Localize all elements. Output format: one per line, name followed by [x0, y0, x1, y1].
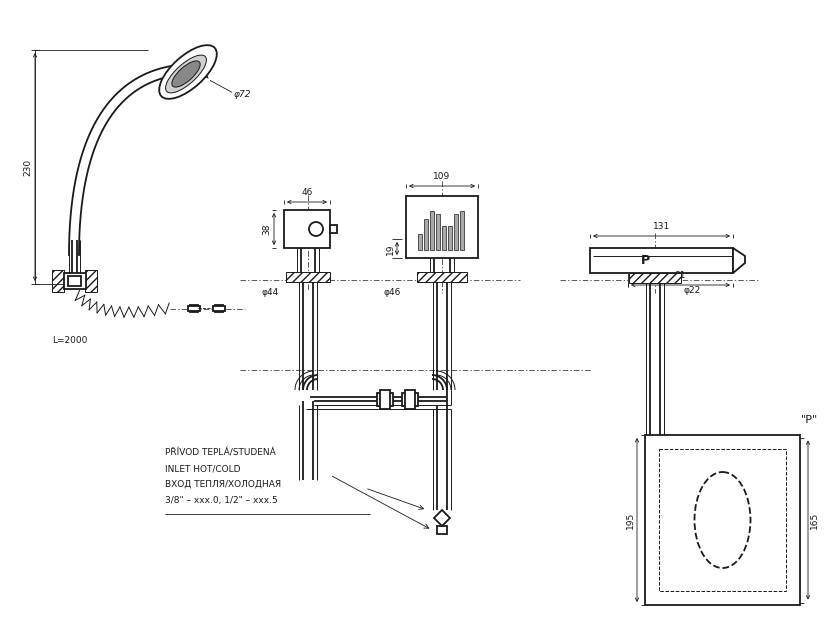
Bar [460, 211, 464, 250]
Bar [430, 211, 434, 250]
Circle shape [309, 222, 323, 236]
Polygon shape [733, 248, 745, 273]
Text: INLET HOT/COLD: INLET HOT/COLD [165, 464, 240, 473]
Bar [448, 226, 452, 250]
Text: 131: 131 [653, 222, 670, 231]
Bar [405, 390, 415, 409]
Text: 109: 109 [433, 172, 450, 181]
Bar [330, 225, 337, 233]
Bar [406, 196, 478, 258]
Text: φ22: φ22 [683, 286, 701, 295]
Text: 165: 165 [810, 511, 819, 529]
Text: 195: 195 [626, 511, 635, 529]
Bar [402, 393, 418, 406]
Text: 81: 81 [675, 271, 686, 280]
Bar [52, 270, 64, 292]
Text: 230: 230 [23, 158, 32, 176]
Text: PŘÍVOD TEPLÁ/STUDENÁ: PŘÍVOD TEPLÁ/STUDENÁ [165, 448, 276, 457]
Bar [659, 449, 786, 591]
Bar [85, 270, 97, 292]
Ellipse shape [160, 45, 217, 99]
Text: L=2000: L=2000 [52, 336, 87, 345]
Ellipse shape [172, 61, 200, 87]
Bar [188, 306, 200, 311]
Bar [284, 210, 330, 248]
Bar [437, 526, 447, 534]
Bar [215, 305, 223, 312]
Text: 46: 46 [302, 188, 312, 197]
Bar [377, 393, 393, 406]
Bar [380, 390, 390, 409]
Bar [64, 273, 86, 289]
Text: ВХОД ТЕПЛЯ/ХОЛОДНАЯ: ВХОД ТЕПЛЯ/ХОЛОДНАЯ [165, 480, 281, 489]
Ellipse shape [695, 472, 750, 568]
Text: 38: 38 [262, 223, 271, 235]
Bar [436, 214, 440, 250]
Bar [424, 219, 428, 250]
Text: 19: 19 [386, 243, 395, 255]
Bar [417, 272, 467, 282]
Text: φ72: φ72 [234, 90, 251, 99]
Ellipse shape [165, 55, 207, 93]
Bar [629, 273, 681, 283]
Bar [213, 306, 225, 311]
Polygon shape [434, 510, 450, 526]
Bar [590, 248, 733, 273]
Bar [68, 276, 81, 286]
Text: 3/8" – xxx.0, 1/2" – xxx.5: 3/8" – xxx.0, 1/2" – xxx.5 [165, 496, 278, 505]
Bar [645, 435, 800, 605]
Text: φ46: φ46 [384, 288, 401, 297]
Bar [190, 305, 198, 312]
Bar [454, 214, 458, 250]
Bar [286, 272, 330, 282]
Text: φ44: φ44 [262, 288, 279, 297]
Text: P: P [640, 254, 649, 267]
Bar [442, 226, 446, 250]
Bar [418, 234, 422, 250]
Text: "P": "P" [801, 415, 819, 425]
